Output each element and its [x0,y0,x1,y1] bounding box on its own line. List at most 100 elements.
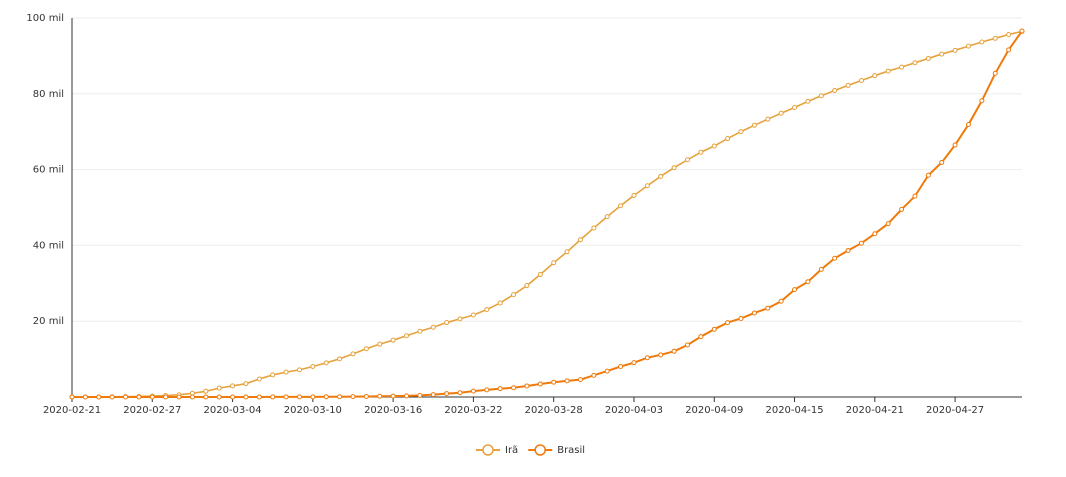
data-point [444,391,450,397]
x-tick-label: 2020-04-27 [926,405,984,416]
data-point [243,381,249,387]
data-point [992,70,998,76]
data-point [618,203,624,209]
data-point [149,394,155,400]
data-point [1019,28,1025,34]
data-point [751,122,757,128]
data-point [551,379,557,385]
data-point [337,394,343,400]
data-point [551,260,557,266]
data-point [872,73,878,79]
series-line [71,30,1023,398]
data-point [577,377,583,383]
data-point [497,300,503,306]
data-point [470,388,476,394]
legend-label: Irã [505,445,518,456]
data-point [952,142,958,148]
data-point [979,39,985,45]
data-point [69,394,75,400]
data-point [363,394,369,400]
data-point [1006,32,1012,38]
data-point [484,307,490,313]
data-point [296,394,302,400]
data-point [738,315,744,321]
data-point [310,364,316,370]
legend-label: Brasil [557,445,585,456]
series-line [72,30,1023,398]
data-point [979,98,985,104]
legend-marker [482,444,494,456]
x-tick-label: 2020-04-03 [605,405,663,416]
data-point [497,386,503,392]
data-point [203,394,209,400]
data-point [885,68,891,74]
data-point [390,337,396,343]
x-tick-label: 2020-02-27 [123,405,181,416]
data-point [912,60,918,66]
data-point [832,255,838,261]
legend-item: Brasil [528,444,585,456]
data-point [925,55,931,61]
data-point [484,387,490,393]
data-point [604,368,610,374]
data-point [511,385,517,391]
data-point [123,394,129,400]
data-point [163,394,169,400]
data-point [363,346,369,352]
data-point [323,360,329,366]
x-tick-label: 2020-04-15 [765,405,823,416]
data-point [230,383,236,389]
data-point [899,64,905,70]
data-point [136,394,142,400]
data-point [404,393,410,399]
data-point [377,341,383,347]
data-point [631,360,637,366]
data-point [577,237,583,243]
data-point [96,394,102,400]
data-point [537,271,543,277]
data-point [430,392,436,398]
data-point [404,333,410,339]
data-point [698,149,704,155]
data-point [792,104,798,110]
x-tick-label: 2020-03-04 [204,405,262,416]
data-point [965,43,971,49]
data-point [952,47,958,53]
data-point [858,78,864,84]
data-point [417,328,423,334]
data-point [296,367,302,373]
data-point [631,192,637,198]
data-point [524,383,530,389]
data-point [564,378,570,384]
data-point [350,394,356,400]
data-point [671,165,677,171]
data-point [591,372,597,378]
data-point [377,393,383,399]
legend-marker [534,444,546,456]
data-point [350,351,356,357]
data-point [725,320,731,326]
data-point [818,93,824,99]
data-point [1006,47,1012,53]
data-point [832,88,838,94]
data-point [805,279,811,285]
data-point [457,390,463,396]
data-point [524,283,530,289]
data-point [82,394,88,400]
data-point [390,393,396,399]
data-point [738,129,744,135]
data-point [537,381,543,387]
data-point [470,312,476,318]
data-point [417,392,423,398]
data-point [858,240,864,246]
data-point [751,310,757,316]
data-point [337,356,343,362]
data-point [270,372,276,378]
y-tick-label: 60 mil [33,165,64,176]
data-point [778,110,784,116]
x-tick-label: 2020-04-09 [685,405,743,416]
data-point [644,183,650,189]
x-tick-label: 2020-03-22 [444,405,502,416]
data-point [270,394,276,400]
